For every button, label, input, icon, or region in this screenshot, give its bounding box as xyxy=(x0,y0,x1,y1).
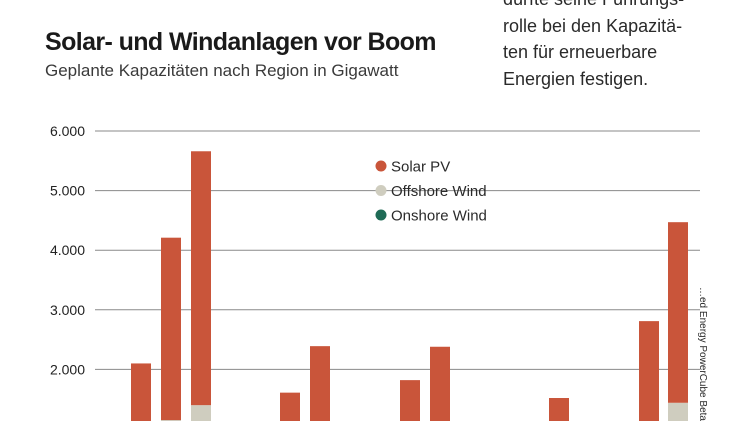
y-tick-label: 4.000 xyxy=(50,242,85,258)
bar-segment-solar xyxy=(310,346,330,421)
legend-swatch xyxy=(375,209,387,221)
chart-title: Solar- und Windanlagen vor Boom xyxy=(45,28,437,56)
bar-segment-solar xyxy=(131,363,151,421)
y-tick-label: 3.000 xyxy=(50,302,85,318)
legend-swatch xyxy=(375,185,387,196)
bar-segment-solar xyxy=(191,151,211,406)
side-text-line: rolle bei den Kapazitä- xyxy=(503,15,683,36)
side-text-line: ten für erneuerbare xyxy=(503,42,658,62)
bar-segment-solar xyxy=(549,398,569,421)
legend: Solar PV Offshore Wind Onshore Wind xyxy=(375,159,487,225)
legend-label: Solar PV xyxy=(391,159,450,176)
bar-segment-offshore xyxy=(191,405,211,421)
y-tick-label: 2.000 xyxy=(50,361,85,377)
bar-segment-solar xyxy=(668,222,688,403)
legend-label: Offshore Wind xyxy=(391,183,487,200)
chart-subtitle: Geplante Kapazitäten nach Region in Giga… xyxy=(45,61,399,80)
legend-swatch xyxy=(375,160,387,172)
y-tick-label: 6.000 xyxy=(50,123,85,139)
bars xyxy=(131,151,688,421)
side-text-line: Energien festigen. xyxy=(503,68,649,89)
bar-segment-solar xyxy=(430,346,450,421)
bar-segment-offshore xyxy=(668,402,688,421)
bar-segment-solar xyxy=(280,392,300,421)
side-article-text: dürfte seine Führungs- rolle bei den Kap… xyxy=(503,0,743,92)
y-tick-label: 5.000 xyxy=(50,183,85,199)
bar-segment-solar xyxy=(161,237,181,421)
legend-label: Onshore Wind xyxy=(391,208,487,225)
side-text-line: dürfte seine Führungs- xyxy=(503,0,743,13)
bar-segment-solar xyxy=(639,321,659,421)
bar-segment-solar xyxy=(400,380,420,421)
